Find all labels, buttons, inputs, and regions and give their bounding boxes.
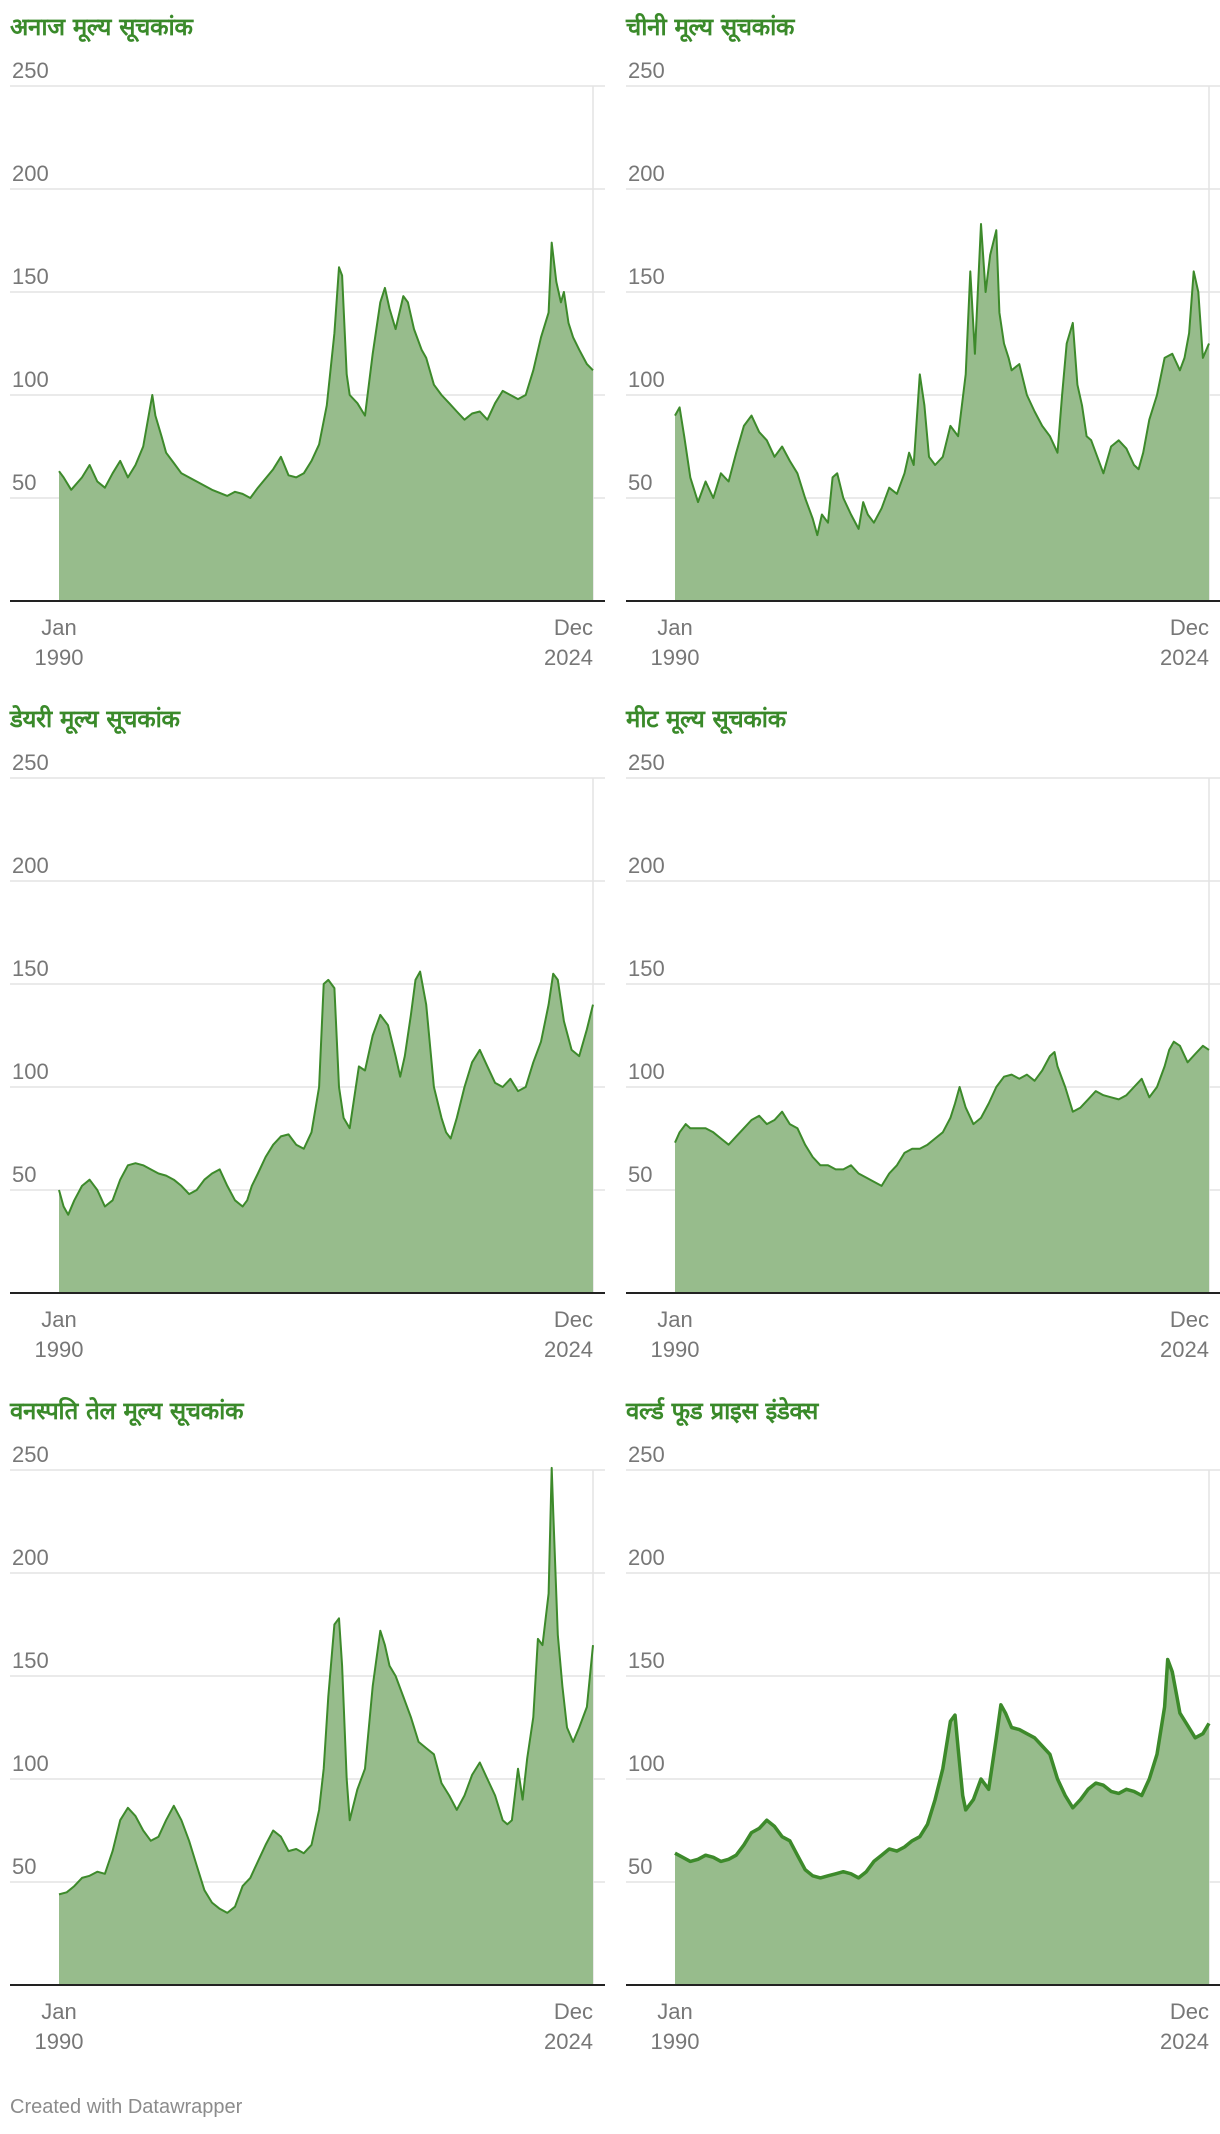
y-tick-label: 50 [12,470,36,495]
x-tick-label-start-month: Jan [657,615,692,640]
x-tick-label-start-year: 1990 [651,1337,700,1362]
series-area [675,1659,1209,1985]
chart-title: मीट मूल्य सूचकांक [626,705,786,733]
y-tick-label: 200 [628,161,665,186]
chart-svg: 50 100 150 200 250 Jan 1990 Dec 2024 [626,1442,1220,2054]
y-tick-label: 100 [12,1059,49,1084]
x-tick-label-start-year: 1990 [35,2029,84,2054]
chart-panel-meat: मीट मूल्य सूचकांक 50 100 150 200 250 Jan 1990 D… [626,692,1220,1384]
y-tick-label: 50 [628,1854,652,1879]
y-tick-label: 150 [628,264,665,289]
y-tick-label: 50 [628,470,652,495]
y-tick-label: 150 [12,956,49,981]
x-tick-label-end-year: 2024 [1160,2029,1209,2054]
x-tick-label-start-month: Jan [41,1307,76,1332]
chart-title: डेयरी मूल्य सूचकांक [10,705,180,733]
y-tick-label: 50 [12,1162,36,1187]
y-tick-label: 250 [12,58,49,83]
x-tick-label-end-month: Dec [1170,1307,1209,1332]
chart-panel-sugar: चीनी मूल्य सूचकांक 50 100 150 200 250 Jan 1990… [626,0,1220,692]
y-tick-label: 200 [12,161,49,186]
chart-panel-cereals: अनाज मूल्य सूचकांक 50 100 150 200 250 Jan 1990… [10,0,610,692]
x-tick-label-end-year: 2024 [544,645,593,670]
y-tick-label: 200 [628,1545,665,1570]
chart-svg: 50 100 150 200 250 Jan 1990 Dec 2024 [10,58,605,670]
x-tick-label-end-month: Dec [1170,1999,1209,2024]
x-tick-label-end-year: 2024 [1160,645,1209,670]
y-tick-label: 200 [12,853,49,878]
chart-panel-vegetable-oil: वनस्पति तेल मूल्य सूचकांक 50 100 150 200 250… [10,1384,610,2076]
series-area [675,1041,1209,1293]
x-tick-label-start-year: 1990 [35,645,84,670]
x-tick-label-start-year: 1990 [651,645,700,670]
y-tick-label: 100 [628,1751,665,1776]
x-tick-label-start-month: Jan [41,1999,76,2024]
x-tick-label-end-month: Dec [554,1999,593,2024]
y-tick-label: 250 [12,1442,49,1467]
x-tick-label-start-month: Jan [657,1307,692,1332]
y-tick-label: 250 [12,750,49,775]
series-area [675,224,1209,601]
x-tick-label-end-month: Dec [554,615,593,640]
chart-title: अनाज मूल्य सूचकांक [10,13,193,41]
chart-svg: 50 100 150 200 250 Jan 1990 Dec 2024 [10,750,605,1362]
series-line [58,970,594,1216]
y-tick-label: 100 [12,367,49,392]
x-tick-label-start-month: Jan [657,1999,692,2024]
x-tick-label-end-year: 2024 [544,1337,593,1362]
y-tick-label: 200 [12,1545,49,1570]
chart-title: वनस्पति तेल मूल्य सूचकांक [10,1397,244,1425]
x-tick-label-start-year: 1990 [651,2029,700,2054]
series-line [674,1040,1210,1187]
y-tick-label: 150 [628,956,665,981]
y-tick-label: 100 [12,1751,49,1776]
series-area [59,1467,593,1985]
y-tick-label: 250 [628,1442,665,1467]
y-tick-label: 150 [12,264,49,289]
chart-svg: 50 100 150 200 250 Jan 1990 Dec 2024 [10,1442,605,2054]
chart-title: वर्ल्ड फूड प्राइस इंडेक्स [626,1397,819,1425]
series-line [58,1466,594,1914]
y-tick-label: 150 [12,1648,49,1673]
x-tick-label-end-year: 2024 [544,2029,593,2054]
chart-svg: 50 100 150 200 250 Jan 1990 Dec 2024 [626,58,1220,670]
chart-panel-dairy: डेयरी मूल्य सूचकांक 50 100 150 200 250 Jan 199… [10,692,610,1384]
y-tick-label: 250 [628,750,665,775]
y-tick-label: 100 [628,367,665,392]
y-tick-label: 50 [628,1162,652,1187]
chart-panel-world-food-price-index: वर्ल्ड फूड प्राइस इंडेक्स 50 100 150 200 250… [626,1384,1220,2076]
y-tick-label: 250 [628,58,665,83]
chart-title: चीनी मूल्य सूचकांक [626,13,795,41]
datawrapper-credit: Created with Datawrapper [10,2096,243,2118]
x-tick-label-end-year: 2024 [1160,1337,1209,1362]
series-area [59,242,593,601]
x-tick-label-end-month: Dec [1170,615,1209,640]
series-line [58,241,594,499]
y-tick-label: 200 [628,853,665,878]
series-line [674,223,1210,537]
series-area [59,971,593,1293]
series-line [674,1657,1211,1880]
y-tick-label: 100 [628,1059,665,1084]
y-tick-label: 150 [628,1648,665,1673]
y-tick-label: 50 [12,1854,36,1879]
x-tick-label-end-month: Dec [554,1307,593,1332]
chart-svg: 50 100 150 200 250 Jan 1990 Dec 2024 [626,750,1220,1362]
x-tick-label-start-year: 1990 [35,1337,84,1362]
x-tick-label-start-month: Jan [41,615,76,640]
